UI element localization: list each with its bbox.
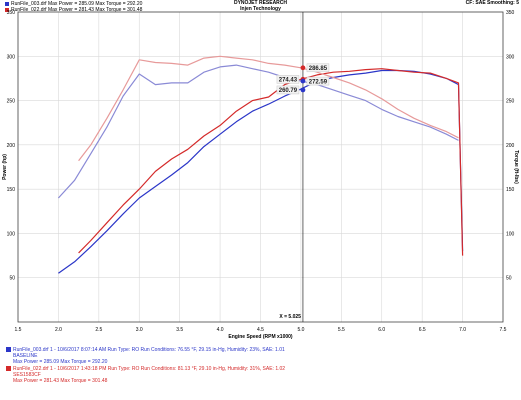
footer-run2-line2: SES1583CF bbox=[13, 372, 41, 378]
footer-run2-line3: Max Power = 281.43 Max Torque = 301.48 bbox=[13, 378, 108, 384]
x-tick-label: 2.0 bbox=[55, 327, 62, 333]
x-tick-label: 7.5 bbox=[500, 327, 507, 333]
x-tick-label: 5.0 bbox=[297, 327, 304, 333]
y-left-tick-label: 300 bbox=[7, 54, 16, 60]
y-right-tick-label: 300 bbox=[506, 54, 515, 60]
chart-title: DYNOJET RESEARCH bbox=[233, 0, 288, 6]
run2-torque-line bbox=[78, 55, 459, 162]
legend-run1-swatch bbox=[5, 2, 9, 6]
footer-run1: RunFile_003.drf 1 - 10/6/2017 8:07:14 AM… bbox=[6, 347, 285, 365]
y-right-tick-label: 150 bbox=[506, 187, 515, 193]
series-layer bbox=[57, 55, 464, 274]
y-right-tick-label: 350 bbox=[506, 10, 515, 16]
y-right-axis-title: Torque (ft-lbs) bbox=[513, 150, 519, 184]
data-label-box bbox=[276, 75, 300, 84]
plot-frame bbox=[17, 11, 504, 323]
run1-torque-line bbox=[57, 64, 459, 199]
footer-run1-swatch bbox=[6, 347, 11, 353]
data-label-box bbox=[306, 63, 330, 73]
x-tick-label: 6.0 bbox=[378, 327, 385, 333]
grid bbox=[17, 11, 504, 322]
y-right-tick-label: 100 bbox=[506, 231, 515, 237]
labels-layer: 286.85 274.43 272.59 260.79 bbox=[276, 63, 330, 95]
y-left-tick-label: 350 bbox=[7, 10, 16, 16]
data-label-box bbox=[276, 85, 300, 95]
y-left-tick-label: 200 bbox=[7, 143, 16, 149]
footer-run2-swatch bbox=[6, 366, 11, 372]
data-label-box bbox=[306, 76, 330, 86]
legend-run2-text: RunFile_022.drf Max Power = 281.43 Max T… bbox=[11, 7, 143, 13]
cursor-label: X = 5.025 bbox=[279, 314, 301, 320]
run2-power-line bbox=[78, 68, 464, 256]
x-tick-label: 4.5 bbox=[257, 327, 264, 333]
y-left-axis-title: Power (hp) bbox=[2, 154, 8, 180]
data-label: 260.79 bbox=[279, 88, 298, 94]
footer-run1-line3: Max Power = 285.09 Max Torque = 292.20 bbox=[13, 359, 108, 365]
y-left-tick-label: 250 bbox=[7, 99, 16, 105]
legend-run2: RunFile_022.drf Max Power = 281.43 Max T… bbox=[5, 7, 142, 13]
y-right-tick-label: 250 bbox=[506, 99, 515, 105]
footer-run2-line1: RunFile_022.drf 1 - 10/6/2017 1:43:18 PM… bbox=[13, 366, 286, 372]
y-left-tick-label: 50 bbox=[9, 276, 15, 282]
x-tick-label: 1.5 bbox=[15, 327, 22, 333]
footer-run1-line1: RunFile_003.drf 1 - 10/6/2017 8:07:14 AM… bbox=[13, 347, 285, 353]
footer-run2: RunFile_022.drf 1 - 10/6/2017 1:43:18 PM… bbox=[6, 366, 285, 384]
x-tick-label: 3.0 bbox=[136, 327, 143, 333]
x-tick-label: 2.5 bbox=[95, 327, 102, 333]
x-axis-title: Engine Speed (RPM x1000) bbox=[228, 334, 293, 340]
data-label: 272.59 bbox=[309, 79, 328, 85]
chart-subtitle: Injen Technology bbox=[240, 6, 281, 12]
x-tick-label: 3.5 bbox=[176, 327, 183, 333]
header-legend: RunFile_003.drf Max Power = 285.09 Max T… bbox=[5, 1, 142, 13]
data-point-marker bbox=[300, 65, 306, 71]
y-right-tick-label: 50 bbox=[506, 276, 512, 282]
y-left-tick-label: 100 bbox=[7, 231, 16, 237]
legend-run1-text: RunFile_003.drf Max Power = 285.09 Max T… bbox=[11, 1, 143, 7]
data-label: 274.43 bbox=[279, 78, 298, 84]
legend-run1: RunFile_003.drf Max Power = 285.09 Max T… bbox=[5, 1, 142, 7]
correction-factor: CF: SAE Smoothing: 5 bbox=[465, 0, 519, 6]
y-left-tick-label: 150 bbox=[7, 187, 16, 193]
chart-title-block: DYNOJET RESEARCH Injen Technology bbox=[0, 0, 521, 12]
legend-run2-swatch bbox=[5, 8, 9, 12]
x-tick-label: 7.0 bbox=[459, 327, 466, 333]
data-point-marker bbox=[300, 78, 306, 84]
x-tick-label: 4.0 bbox=[217, 327, 224, 333]
y-right-tick-label: 200 bbox=[506, 143, 515, 149]
data-point-marker bbox=[300, 87, 306, 93]
x-tick-label: 5.5 bbox=[338, 327, 345, 333]
footer-run1-line2: BASELINE bbox=[13, 353, 38, 359]
data-label: 286.85 bbox=[309, 66, 328, 72]
x-tick-label: 6.5 bbox=[419, 327, 426, 333]
axes: 1.5 2.0 2.5 3.0 3.5 4.0 4.5 5.0 5.5 6.0 6.5 7.0 7.5 5… bbox=[2, 10, 519, 340]
